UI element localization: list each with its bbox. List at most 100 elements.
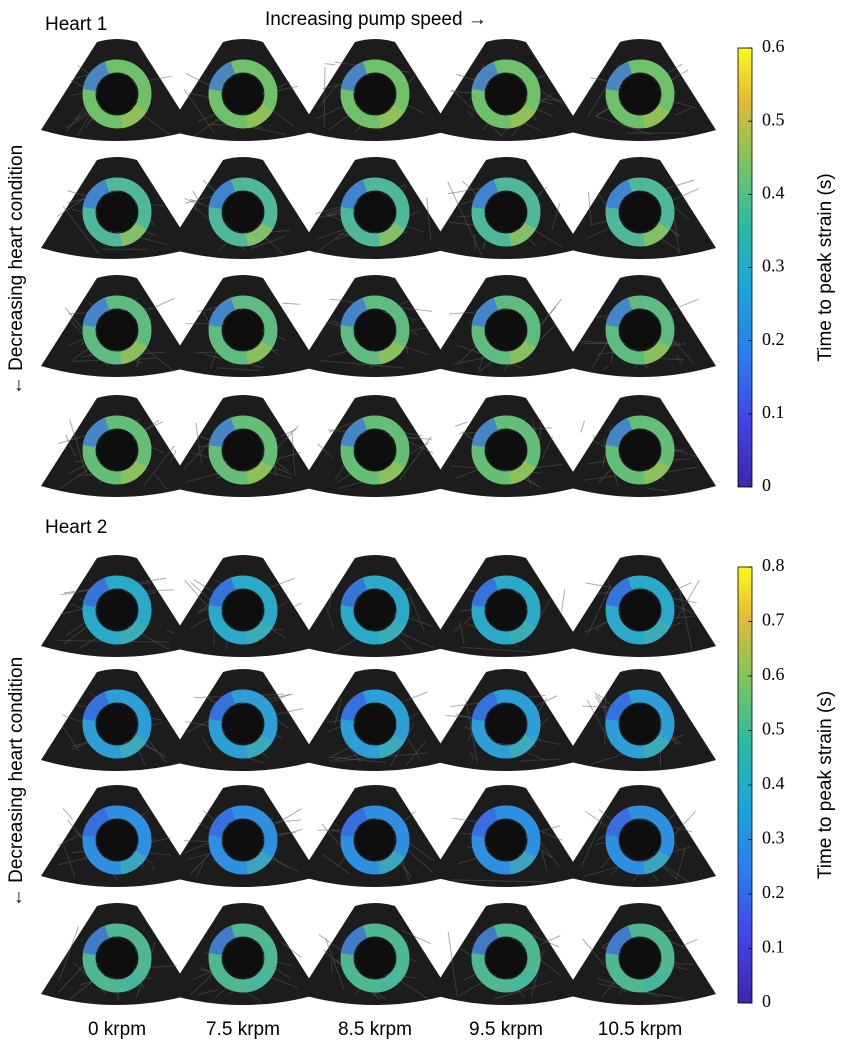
cavity	[355, 704, 395, 744]
strain-ring	[340, 689, 410, 759]
strain-patch	[208, 417, 236, 448]
speckle	[216, 367, 260, 372]
strain-ring	[605, 689, 675, 759]
speckle	[184, 197, 198, 205]
colorbar-tick-label: 0.1	[762, 402, 785, 422]
speckle	[62, 206, 100, 254]
strain-patch	[377, 104, 405, 129]
cavity	[223, 430, 263, 470]
strain-patch	[508, 734, 536, 759]
strain-patch	[508, 460, 536, 485]
colorbar-tick-label: 0.6	[762, 36, 785, 56]
strain-patch	[471, 925, 499, 956]
strain-patch	[340, 925, 368, 956]
strain-patch	[508, 968, 536, 993]
speckle	[194, 204, 198, 212]
strain-ring	[471, 59, 541, 129]
strain-ring	[340, 575, 410, 645]
speckle	[452, 625, 461, 633]
speckle	[65, 434, 76, 457]
panel-title: Heart 2	[45, 517, 107, 538]
cavity	[620, 192, 660, 232]
speckle	[152, 865, 155, 871]
cavity	[97, 430, 137, 470]
cavity	[620, 74, 660, 114]
speckle	[330, 958, 333, 974]
speckle	[318, 84, 338, 108]
cavity	[355, 74, 395, 114]
strain-patch	[642, 340, 670, 365]
cavity	[223, 704, 263, 744]
speckle	[325, 937, 345, 991]
cavity	[223, 310, 263, 350]
panel-title: Heart 1	[45, 14, 107, 35]
speckle	[469, 750, 475, 760]
cavity	[486, 74, 526, 114]
cavity	[97, 938, 137, 978]
strain-ring	[471, 415, 541, 485]
speckle	[675, 849, 686, 881]
strain-ring	[471, 295, 541, 365]
speckle	[602, 365, 609, 371]
cavity	[97, 704, 137, 744]
strain-patch	[245, 850, 273, 875]
colorbar-tick-label: 0.1	[762, 937, 785, 957]
colorbar-tick-label: 0.2	[762, 329, 785, 349]
speckle	[334, 696, 343, 725]
strain-patch	[605, 297, 633, 328]
strain-patch	[245, 734, 273, 759]
strain-patch	[119, 620, 147, 645]
speckle	[451, 89, 503, 137]
strain-patch	[245, 620, 273, 645]
speckle	[329, 422, 353, 433]
strain-patch	[208, 61, 236, 92]
strain-ring	[340, 415, 410, 485]
speckle	[582, 475, 618, 481]
strain-patch	[508, 850, 536, 875]
speckle	[343, 740, 362, 763]
speckle	[594, 696, 609, 716]
strain-patch	[82, 179, 110, 210]
strain-ring	[208, 59, 278, 129]
strain-ring	[605, 59, 675, 129]
strain-patch	[208, 807, 236, 838]
strain-ring	[82, 59, 152, 129]
strain-patch	[642, 460, 670, 485]
speckle	[518, 758, 560, 762]
cavity	[620, 590, 660, 630]
strain-patch	[82, 807, 110, 838]
colorbar-tick-label: 0.3	[762, 256, 785, 276]
strain-patch	[208, 691, 236, 722]
speckle	[166, 629, 176, 635]
strain-patch	[82, 577, 110, 608]
cavity	[355, 310, 395, 350]
strain-patch	[119, 340, 147, 365]
colorbar-tick-label: 0.5	[762, 109, 785, 129]
strain-patch	[82, 61, 110, 92]
strain-ring	[340, 805, 410, 875]
speckle	[447, 931, 458, 998]
strain-patch	[471, 691, 499, 722]
cavity	[97, 310, 137, 350]
strain-patch	[605, 577, 633, 608]
cavity	[355, 820, 395, 860]
colorbar-label: Time to peak strain (s)	[815, 173, 836, 361]
strain-patch	[340, 417, 368, 448]
speckle	[587, 192, 592, 225]
row-label: ← Decreasing heart condition	[6, 145, 27, 395]
speckle	[541, 851, 548, 872]
speckle	[323, 67, 326, 129]
strain-ring	[340, 295, 410, 365]
column-label: 10.5 krpm	[598, 1019, 682, 1040]
strain-ring	[471, 805, 541, 875]
strain-patch	[119, 222, 147, 247]
strain-ring	[82, 575, 152, 645]
speckle	[192, 190, 202, 205]
strain-patch	[119, 104, 147, 129]
colorbar-tick-label: 0.4	[762, 773, 785, 793]
speckle	[413, 327, 427, 331]
speckle	[324, 63, 336, 66]
strain-patch	[82, 925, 110, 956]
cavity	[620, 704, 660, 744]
colorbar-label: Time to peak strain (s)	[815, 691, 836, 879]
